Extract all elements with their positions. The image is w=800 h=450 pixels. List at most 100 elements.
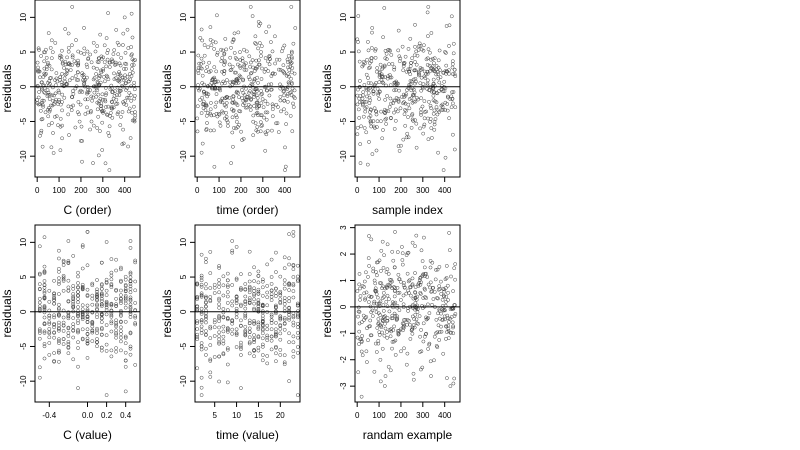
- data-point: [411, 93, 415, 98]
- data-point: [62, 95, 67, 100]
- data-point: [128, 302, 133, 307]
- data-point: [217, 354, 221, 359]
- data-point: [377, 304, 382, 309]
- data-point: [230, 248, 235, 253]
- data-point: [117, 61, 122, 66]
- data-point: [114, 304, 118, 308]
- data-point: [198, 36, 203, 40]
- data-point: [195, 282, 200, 286]
- data-point: [114, 296, 118, 301]
- x-tick-label: -0.4: [42, 411, 56, 420]
- data-point: [278, 301, 283, 306]
- data-point: [247, 326, 252, 331]
- data-point: [355, 132, 360, 137]
- data-point: [225, 118, 229, 123]
- data-point: [277, 67, 281, 72]
- data-point: [99, 316, 104, 321]
- data-point: [274, 344, 278, 349]
- data-point: [200, 73, 205, 78]
- data-point: [47, 313, 52, 318]
- data-point: [409, 88, 414, 93]
- data-point: [195, 319, 200, 324]
- x-axis-label: time (value): [216, 428, 279, 442]
- data-point: [100, 120, 105, 125]
- data-point: [107, 65, 112, 69]
- data-point: [401, 92, 406, 97]
- data-point: [124, 103, 129, 107]
- data-point: [391, 328, 396, 333]
- data-point: [208, 295, 213, 299]
- data-point: [195, 104, 200, 109]
- data-point: [199, 278, 204, 283]
- data-point: [247, 77, 252, 82]
- data-point: [255, 111, 260, 115]
- data-point: [382, 315, 387, 320]
- data-point: [133, 321, 138, 325]
- data-point: [230, 331, 235, 336]
- data-point: [260, 331, 265, 336]
- data-point: [71, 296, 76, 300]
- data-point: [57, 350, 61, 355]
- data-point: [234, 309, 239, 313]
- data-point: [428, 265, 433, 270]
- data-point: [61, 275, 66, 280]
- data-point: [239, 272, 243, 276]
- data-point: [287, 283, 291, 288]
- data-point: [119, 335, 123, 340]
- data-point: [212, 318, 217, 322]
- data-point: [287, 288, 291, 292]
- y-tick-label: -10: [179, 150, 188, 162]
- data-point: [362, 100, 367, 104]
- data-point: [43, 110, 48, 115]
- data-point: [47, 335, 52, 340]
- data-point: [405, 131, 410, 136]
- data-point: [410, 325, 415, 330]
- data-point: [378, 313, 382, 317]
- data-point: [208, 25, 213, 29]
- x-tick-label: 15: [254, 411, 263, 420]
- data-point: [425, 71, 430, 76]
- data-point: [236, 62, 240, 67]
- data-point: [393, 230, 397, 234]
- data-point: [385, 304, 390, 309]
- data-point: [399, 298, 403, 302]
- data-point: [392, 88, 397, 93]
- data-point: [99, 333, 104, 337]
- data-point: [37, 286, 42, 291]
- data-point: [402, 281, 406, 285]
- data-point: [47, 97, 52, 101]
- data-point: [256, 289, 261, 294]
- data-point: [57, 307, 61, 312]
- data-point: [126, 79, 131, 84]
- data-point: [369, 108, 373, 112]
- data-point: [82, 26, 86, 30]
- data-point: [208, 336, 213, 340]
- y-tick-label: 0: [179, 309, 188, 314]
- data-point: [396, 48, 401, 53]
- data-point: [133, 58, 137, 62]
- data-point: [101, 67, 106, 71]
- data-point: [260, 358, 265, 363]
- data-point: [125, 95, 130, 100]
- data-point: [410, 331, 415, 336]
- data-point: [413, 81, 417, 86]
- data-point: [269, 314, 274, 319]
- data-point: [426, 5, 431, 9]
- data-point: [437, 80, 442, 85]
- data-point: [99, 294, 104, 298]
- data-point: [359, 349, 364, 354]
- data-point: [91, 65, 96, 70]
- x-tick-label: 300: [416, 411, 430, 420]
- y-tick-label: -10: [19, 150, 28, 162]
- data-point: [374, 301, 379, 306]
- data-point: [364, 130, 369, 135]
- data-point: [419, 96, 424, 101]
- data-point: [269, 321, 274, 325]
- data-point: [85, 105, 89, 110]
- data-point: [234, 277, 239, 282]
- data-point: [130, 110, 134, 115]
- data-point: [450, 97, 455, 101]
- data-point: [437, 265, 442, 269]
